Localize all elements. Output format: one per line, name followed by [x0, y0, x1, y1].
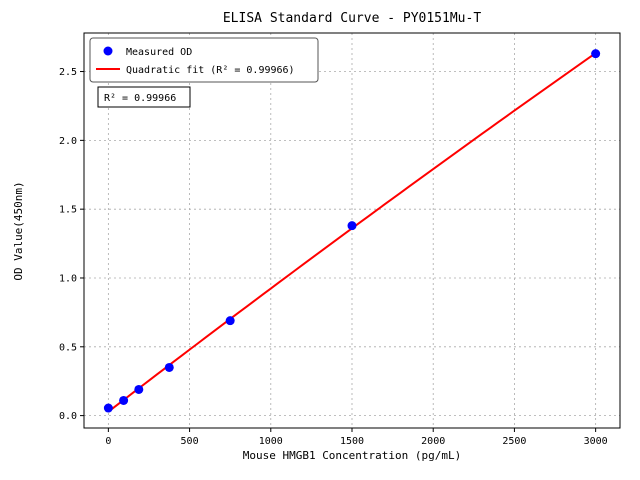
- data-point: [347, 221, 357, 231]
- data-point: [225, 316, 235, 326]
- plot-border: [83, 32, 621, 429]
- y-tick-label: 2.5: [59, 67, 77, 78]
- x-tick-label: 2000: [421, 436, 445, 447]
- axis-layer: 0 500 1000 1500 2000 2500 3000 0.0 0.5 1.0 1.5 2.0 2…: [59, 67, 608, 447]
- data-point: [591, 49, 601, 59]
- y-tick-label: 0.0: [59, 411, 77, 422]
- x-tick-label: 1000: [259, 436, 283, 447]
- series-layer: [103, 49, 601, 413]
- legend-measured-marker: [103, 46, 113, 56]
- annotation-box: [97, 86, 191, 108]
- annotation-text: R² = 0.99966: [104, 93, 176, 104]
- chart-title: ELISA Standard Curve - PY0151Mu-T: [223, 11, 481, 26]
- x-tick-label: 500: [181, 436, 199, 447]
- y-tick-label: 1.5: [59, 205, 77, 216]
- data-point: [134, 384, 144, 394]
- y-tick-label: 1.0: [59, 273, 77, 284]
- x-tick-label: 2500: [502, 436, 526, 447]
- y-tick-label: 0.5: [59, 342, 77, 353]
- r-squared-annotation: R² = 0.99966: [97, 86, 191, 108]
- data-point: [119, 395, 129, 405]
- legend-measured-label: Measured OD: [126, 47, 192, 58]
- x-axis-label: Mouse HMGB1 Concentration (pg/mL): [243, 449, 462, 462]
- y-tick-label: 2.0: [59, 136, 77, 147]
- y-axis-label: OD Value(450nm): [12, 181, 25, 280]
- data-point: [103, 403, 113, 413]
- x-tick-label: 3000: [584, 436, 608, 447]
- data-point: [164, 362, 174, 372]
- legend-fit-label: Quadratic fit (R² = 0.99966): [126, 65, 295, 76]
- legend-box: [89, 37, 319, 83]
- x-tick-label: 0: [105, 436, 111, 447]
- legend: Measured OD Quadratic fit (R² = 0.99966): [89, 37, 319, 83]
- x-tick-label: 1500: [340, 436, 364, 447]
